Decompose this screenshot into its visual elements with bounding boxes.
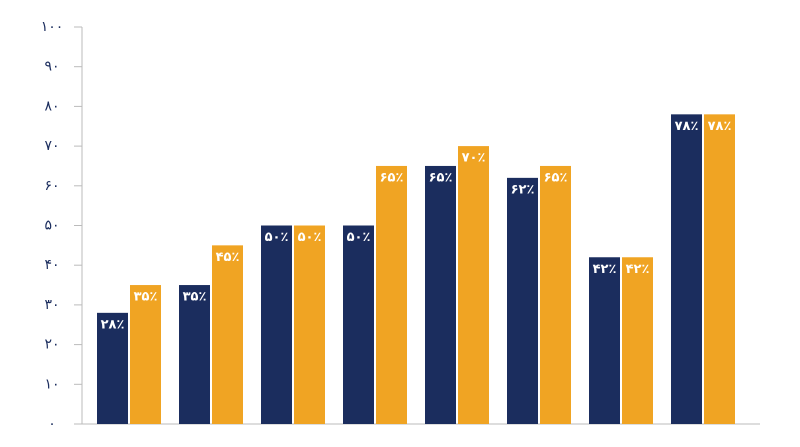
y-tick-label: ۵۰ [44, 218, 59, 234]
value-label: ۳۵٪ [183, 290, 207, 305]
bar [704, 114, 735, 424]
value-label: ۶۲٪ [511, 182, 535, 197]
y-tick-label: ۷۰ [44, 138, 59, 154]
value-label: ۲۸٪ [101, 317, 125, 332]
y-tick-label: ۳۰ [44, 297, 59, 313]
bar [343, 225, 374, 424]
bar [589, 257, 620, 424]
value-label: ۵۰٪ [347, 230, 371, 245]
bar [179, 285, 210, 424]
bar [97, 312, 128, 424]
y-tick-label: ۴۰ [44, 257, 59, 273]
y-tick-label: ۰ [48, 416, 56, 432]
value-label: ۴۵٪ [216, 250, 240, 265]
value-label: ۴۲٪ [626, 262, 650, 277]
bar [425, 165, 456, 424]
value-label: ۷۸٪ [708, 119, 732, 134]
y-tick-label: ۹۰ [44, 59, 59, 75]
value-label: ۵۰٪ [298, 230, 322, 245]
bar [294, 225, 325, 424]
y-tick-label: ۱۰۰ [41, 19, 64, 35]
bar [130, 285, 161, 424]
bar [376, 165, 407, 424]
value-label: ۵۰٪ [265, 230, 289, 245]
y-tick-label: ۲۰ [44, 337, 59, 353]
value-label: ۶۵٪ [380, 170, 404, 185]
bar [458, 146, 489, 424]
value-label: ۳۵٪ [134, 290, 158, 305]
bar [261, 225, 292, 424]
value-label: ۷۸٪ [675, 119, 699, 134]
value-label: ۷۰٪ [462, 151, 486, 166]
bar [671, 114, 702, 424]
value-label: ۴۲٪ [593, 262, 617, 277]
value-label: ۶۵٪ [429, 170, 453, 185]
bar [622, 257, 653, 424]
bar [507, 177, 538, 424]
value-label: ۶۵٪ [544, 170, 568, 185]
bar [540, 165, 571, 424]
bar [212, 245, 243, 424]
y-tick-label: ۸۰ [44, 98, 59, 114]
y-tick-label: ۱۰ [44, 376, 59, 392]
y-tick-label: ۶۰ [44, 178, 59, 194]
